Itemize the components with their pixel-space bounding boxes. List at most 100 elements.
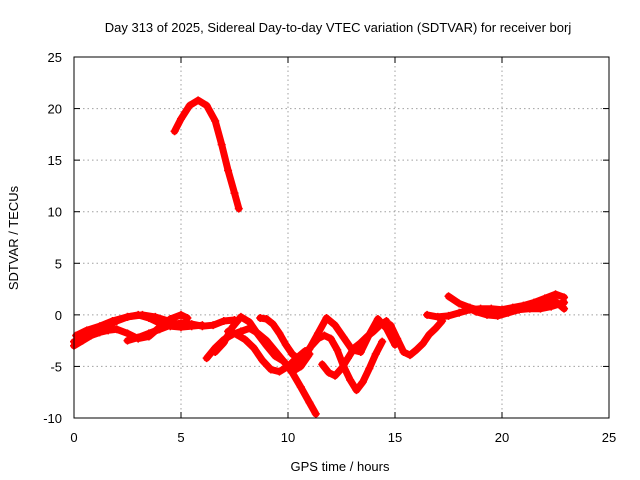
data-point	[87, 331, 96, 340]
data-point	[318, 360, 327, 369]
data-point	[234, 204, 243, 213]
data-point	[224, 327, 233, 336]
data-point	[455, 308, 464, 317]
data-point	[78, 336, 87, 345]
series-arc-f	[211, 312, 320, 418]
data-point	[258, 356, 267, 365]
data-point	[211, 116, 220, 125]
series-arc-n	[461, 298, 569, 320]
series-band	[256, 314, 386, 394]
data-point	[423, 310, 432, 319]
data-point	[376, 321, 385, 330]
data-point	[356, 347, 365, 356]
data-point	[373, 314, 382, 323]
x-tick-label: 20	[495, 430, 509, 445]
data-point	[209, 321, 218, 330]
data-point	[211, 347, 220, 356]
data-point	[331, 321, 340, 330]
data-point	[245, 318, 254, 327]
data-point	[324, 368, 333, 377]
series-arc-k	[386, 317, 447, 360]
y-tick-label: 20	[48, 102, 62, 117]
series-band	[224, 327, 309, 376]
data-point	[288, 365, 297, 374]
y-axis-label: SDTVAR / TECUs	[6, 185, 21, 290]
data-point	[138, 310, 147, 319]
data-point	[444, 311, 453, 320]
data-point	[123, 329, 132, 338]
data-point	[326, 334, 335, 343]
data-point	[418, 339, 427, 348]
data-point	[123, 312, 132, 321]
data-point	[386, 321, 395, 330]
data-point	[365, 364, 374, 373]
data-point	[202, 101, 211, 110]
data-point	[241, 335, 250, 344]
data-point	[311, 409, 320, 418]
data-point	[461, 302, 470, 311]
data-point	[236, 312, 245, 321]
series-arc-d	[72, 310, 185, 340]
data-point	[72, 331, 81, 340]
data-point	[337, 364, 346, 373]
data-point	[525, 304, 534, 313]
data-point	[281, 340, 290, 349]
data-point	[187, 320, 196, 329]
data-point	[350, 343, 359, 352]
data-point	[547, 302, 556, 311]
data-point	[356, 338, 365, 347]
data-point	[305, 398, 314, 407]
series-arc-high	[170, 96, 243, 213]
data-point	[333, 345, 342, 354]
data-point	[560, 298, 569, 307]
data-point	[104, 326, 113, 335]
data-point	[256, 313, 265, 322]
data-point	[170, 127, 179, 136]
x-axis-label: GPS time / hours	[291, 459, 390, 474]
data-point	[399, 347, 408, 356]
data-point	[472, 307, 481, 316]
y-tick-label: 0	[55, 308, 62, 323]
data-point	[343, 354, 352, 363]
data-point	[198, 322, 207, 331]
plot-frame	[73, 56, 610, 419]
data-point	[219, 338, 228, 347]
data-point	[493, 311, 502, 320]
data-point	[279, 357, 288, 366]
data-point	[185, 101, 194, 110]
y-tick-label: -5	[50, 359, 62, 374]
data-point	[266, 365, 275, 374]
data-point	[536, 304, 545, 313]
axis-ticks: 0 5 10 15 20 25 -10 -5 0 5 10 15 20 25	[43, 50, 616, 445]
data-point	[412, 345, 421, 354]
x-tick-label: 5	[177, 430, 184, 445]
data-point	[232, 330, 241, 339]
data-point	[275, 329, 284, 338]
data-series	[70, 96, 569, 418]
y-tick-label: 5	[55, 256, 62, 271]
data-point	[151, 312, 160, 321]
data-point	[358, 377, 367, 386]
data-point	[112, 325, 121, 334]
data-point	[551, 290, 560, 299]
y-tick-label: -10	[43, 411, 62, 426]
data-point	[275, 367, 284, 376]
data-point	[108, 317, 117, 326]
data-point	[144, 329, 153, 338]
y-tick-label: 10	[48, 205, 62, 220]
data-point	[382, 317, 391, 326]
data-point	[305, 344, 314, 353]
data-point	[249, 343, 258, 352]
data-point	[177, 321, 185, 330]
series-band	[462, 299, 568, 320]
data-point	[339, 333, 348, 342]
data-point	[230, 189, 239, 198]
data-point	[444, 292, 453, 301]
data-point	[134, 333, 143, 342]
data-point	[371, 350, 380, 359]
data-point	[352, 386, 361, 395]
data-point	[219, 317, 228, 326]
data-point	[369, 327, 378, 336]
grid	[74, 57, 609, 418]
